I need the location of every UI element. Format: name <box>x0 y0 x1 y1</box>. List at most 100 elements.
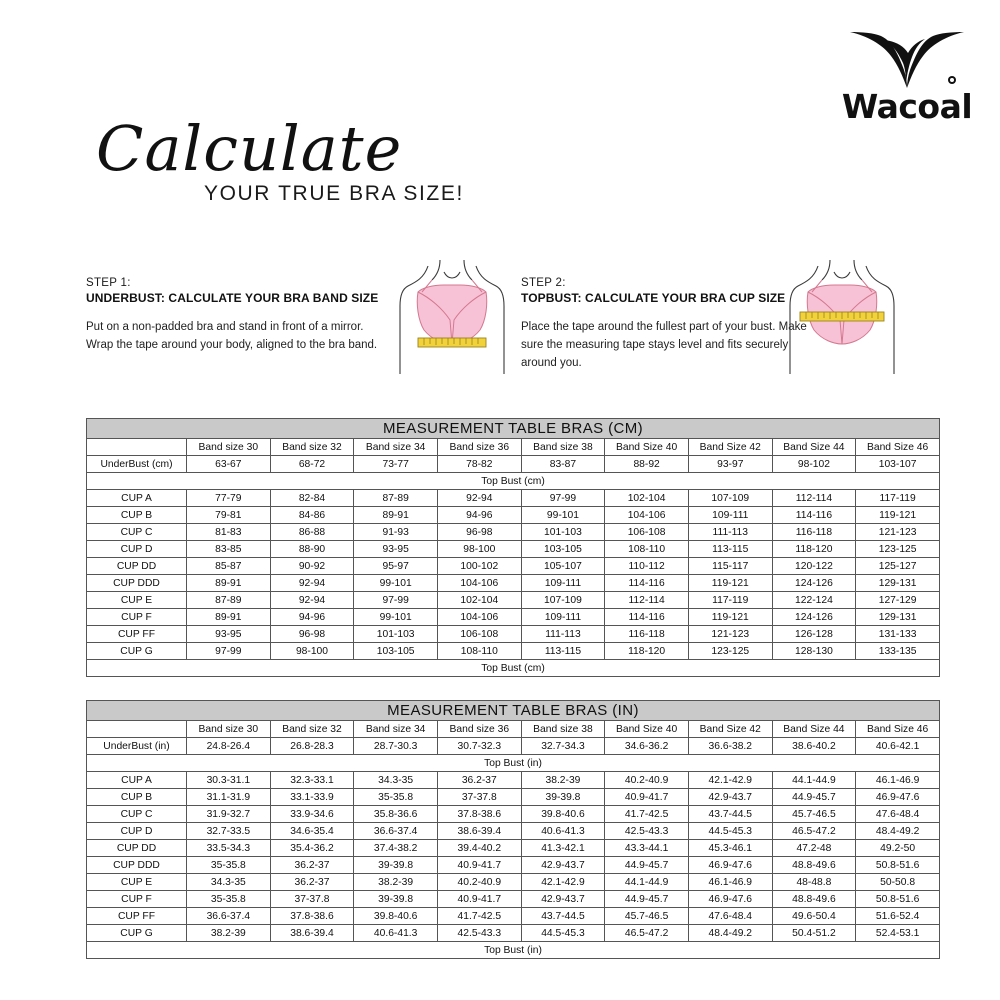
cell-2-7: 116-118 <box>771 523 857 541</box>
cell-0-7: 44.1-44.9 <box>771 771 857 789</box>
cell-2-2: 35.8-36.6 <box>353 805 438 823</box>
underbust-row: UnderBust (in) 24.8-26.4 26.8-28.3 28.7-30.… <box>86 737 940 755</box>
column-header-7: Band Size 42 <box>687 438 773 456</box>
cell-1-5: 104-106 <box>604 506 689 524</box>
cell-5-4: 109-111 <box>520 574 606 592</box>
cell-3-5: 108-110 <box>604 540 689 558</box>
table-row: CUP DDD 89-91 92-94 99-101 104-106 109-111 114… <box>86 574 940 592</box>
table-header-row: Band size 30 Band size 32 Band size 34 Band… <box>86 438 940 456</box>
cell-7-6: 46.9-47.6 <box>687 890 773 908</box>
cup-label-8: CUP FF <box>86 907 187 925</box>
column-header-4: Band size 36 <box>436 438 522 456</box>
table-row: CUP E 34.3-35 36.2-37 38.2-39 40.2-40.9 42.1-… <box>86 873 940 891</box>
cell-3-3: 98-100 <box>436 540 522 558</box>
cell-4-2: 95-97 <box>353 557 438 575</box>
cell-8-7: 126-128 <box>771 625 857 643</box>
cell-5-7: 48.8-49.6 <box>771 856 857 874</box>
cell-0-6: 42.1-42.9 <box>687 771 773 789</box>
cell-7-6: 119-121 <box>687 608 773 626</box>
cell-3-1: 34.6-35.4 <box>269 822 355 840</box>
table-row: CUP FF 36.6-37.4 37.8-38.6 39.8-40.6 41.7-42… <box>86 907 940 925</box>
cup-label-7: CUP F <box>86 608 187 626</box>
column-header-2: Band size 32 <box>269 720 355 738</box>
cell-7-3: 40.9-41.7 <box>436 890 522 908</box>
cell-3-6: 113-115 <box>687 540 773 558</box>
cell-9-2: 40.6-41.3 <box>353 924 438 942</box>
cell-5-5: 44.9-45.7 <box>604 856 689 874</box>
cell-6-5: 112-114 <box>604 591 689 609</box>
cell-6-3: 40.2-40.9 <box>436 873 522 891</box>
table-title: MEASUREMENT TABLE BRAS (CM) <box>86 418 940 439</box>
cell-4-4: 105-107 <box>520 557 606 575</box>
column-header-9: Band Size 46 <box>855 438 940 456</box>
torso-underbust-measure-illustration-icon <box>399 259 505 374</box>
table-row: CUP A 30.3-31.1 32.3-33.1 34.3-35 36.2-37 38.… <box>86 771 940 789</box>
cell-2-3: 96-98 <box>436 523 522 541</box>
wacoal-wings-logo-icon <box>850 32 964 88</box>
cell-6-2: 97-99 <box>353 591 438 609</box>
step-1-heading: UNDERBUST: CALCULATE YOUR BRA BAND SIZE <box>86 291 379 305</box>
brand-logo: Wacoal <box>832 30 982 123</box>
cell-5-4: 42.9-43.7 <box>520 856 606 874</box>
cell-1-4: 99-101 <box>520 506 606 524</box>
cup-label-9: CUP G <box>86 924 187 942</box>
table-row: CUP FF 93-95 96-98 101-103 106-108 111-113 116… <box>86 625 940 643</box>
cell-5-2: 39-39.8 <box>353 856 438 874</box>
underbust-cell-3: 30.7-32.3 <box>436 737 522 755</box>
cell-4-3: 39.4-40.2 <box>436 839 522 857</box>
cell-7-0: 35-35.8 <box>186 890 271 908</box>
underbust-cell-1: 26.8-28.3 <box>269 737 355 755</box>
cell-8-8: 131-133 <box>855 625 940 643</box>
cell-1-2: 35-35.8 <box>353 788 438 806</box>
table-row: CUP G 38.2-39 38.6-39.4 40.6-41.3 42.5-43.3 4… <box>86 924 940 942</box>
step-1-body: Put on a non-padded bra and stand in fro… <box>86 321 378 351</box>
cell-0-8: 46.1-46.9 <box>855 771 940 789</box>
cup-label-0: CUP A <box>86 771 187 789</box>
cell-4-6: 115-117 <box>687 557 773 575</box>
cell-8-3: 106-108 <box>436 625 522 643</box>
cell-1-8: 46.9-47.6 <box>855 788 940 806</box>
cell-5-3: 104-106 <box>436 574 522 592</box>
cell-8-0: 36.6-37.4 <box>186 907 271 925</box>
cell-3-1: 88-90 <box>269 540 355 558</box>
cell-8-4: 111-113 <box>520 625 606 643</box>
cell-9-8: 133-135 <box>855 642 940 660</box>
cup-label-8: CUP FF <box>86 625 187 643</box>
underbust-cell-5: 88-92 <box>604 455 689 473</box>
cell-5-7: 124-126 <box>771 574 857 592</box>
cell-1-1: 84-86 <box>269 506 355 524</box>
cell-2-5: 41.7-42.5 <box>604 805 689 823</box>
cell-7-7: 124-126 <box>771 608 857 626</box>
cell-4-2: 37.4-38.2 <box>353 839 438 857</box>
column-header-3: Band size 34 <box>353 438 438 456</box>
cell-3-7: 46.5-47.2 <box>771 822 857 840</box>
underbust-cell-2: 73-77 <box>353 455 438 473</box>
cell-0-5: 40.2-40.9 <box>604 771 689 789</box>
cell-0-3: 92-94 <box>436 489 522 507</box>
cup-label-1: CUP B <box>86 506 187 524</box>
cell-8-3: 41.7-42.5 <box>436 907 522 925</box>
cell-3-0: 32.7-33.5 <box>186 822 271 840</box>
topbust-label-bottom: Top Bust (in) <box>86 941 940 959</box>
cell-0-0: 77-79 <box>186 489 271 507</box>
table-cm-body: MEASUREMENT TABLE BRAS (CM) Band size 30 B… <box>86 418 940 677</box>
cell-9-0: 97-99 <box>186 642 271 660</box>
cell-9-2: 103-105 <box>353 642 438 660</box>
cell-2-7: 45.7-46.5 <box>771 805 857 823</box>
cell-0-8: 117-119 <box>855 489 940 507</box>
size-table-in: MEASUREMENT TABLE BRAS (IN) Band size 30 B… <box>86 700 940 959</box>
underbust-cell-8: 40.6-42.1 <box>855 737 940 755</box>
cell-8-5: 45.7-46.5 <box>604 907 689 925</box>
cell-7-1: 94-96 <box>269 608 355 626</box>
cell-3-0: 83-85 <box>186 540 271 558</box>
cell-5-8: 50.8-51.6 <box>855 856 940 874</box>
cell-9-6: 123-125 <box>687 642 773 660</box>
cell-4-0: 85-87 <box>186 557 271 575</box>
table-row: CUP G 97-99 98-100 103-105 108-110 113-115 118… <box>86 642 940 660</box>
cell-7-3: 104-106 <box>436 608 522 626</box>
cell-1-0: 79-81 <box>186 506 271 524</box>
cell-6-1: 92-94 <box>269 591 355 609</box>
cell-3-2: 93-95 <box>353 540 438 558</box>
cell-3-7: 118-120 <box>771 540 857 558</box>
underbust-cell-7: 98-102 <box>771 455 857 473</box>
